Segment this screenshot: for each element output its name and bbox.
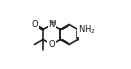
Text: H: H [50, 20, 56, 26]
Text: O: O [31, 20, 38, 29]
Text: NH$_2$: NH$_2$ [78, 23, 96, 36]
Text: O: O [48, 40, 55, 49]
Text: N: N [48, 20, 55, 29]
